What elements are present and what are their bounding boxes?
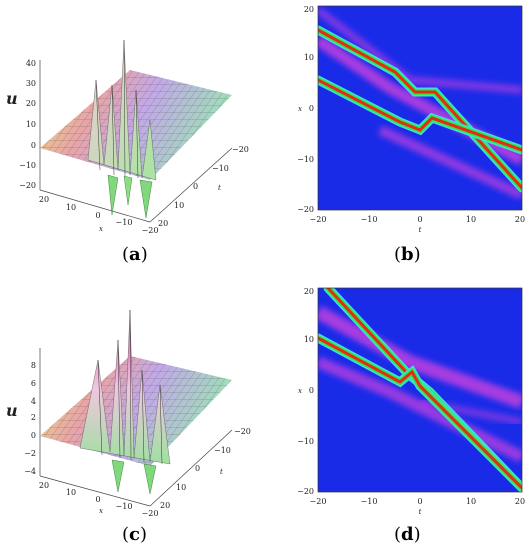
t-tick: −10 [212,164,229,173]
t-tick: 0 [195,464,200,473]
t-axis-letter-a: t [218,184,221,192]
panel-d: −20 −10 0 10 20 t 20 10 0 −10 −20 x [290,282,532,524]
x-ticks-b: −20 −10 0 10 20 [310,215,526,224]
x-axis-letter-c: x [99,507,103,515]
z-tick: −10 [19,161,36,170]
y-axis-label-d: x [298,387,302,395]
caption-a: (a) [122,244,148,265]
t-tick: 20 [160,501,170,510]
z-tick: 40 [26,59,36,68]
z-ticks-c: 8 6 4 2 0 −2 −4 [24,361,36,476]
x-tick: −10 [361,497,378,506]
y-tick: 20 [304,5,314,14]
z-tick: −4 [24,467,36,476]
z-tick: −20 [19,181,36,190]
t-tick: −10 [214,446,231,455]
y-tick: 10 [304,335,314,344]
y-axis-label-b: x [298,105,302,113]
z-tick: −2 [24,449,36,458]
z-axis-label-c: u [6,401,18,420]
y-tick: −20 [297,205,314,214]
panel-a: u 40 30 20 10 0 −10 −20 20 10 0 −10 −20 … [0,0,265,240]
x-tick: 20 [515,215,525,224]
x-tick: −20 [310,497,327,506]
x-tick: −10 [116,218,133,227]
y-ticks-b: 20 10 0 −10 −20 [297,5,314,214]
x-ticks-a: 20 10 0 −10 −20 [39,195,159,235]
y-tick: −10 [297,437,314,446]
x-tick: −20 [310,215,327,224]
y-ticks-d: 20 10 0 −10 −20 [297,287,314,496]
z-tick: 8 [31,361,36,370]
x-tick: 0 [95,495,100,504]
z-tick: 2 [31,413,36,422]
y-tick: 10 [304,53,314,62]
x-tick: 10 [466,215,476,224]
t-tick: 0 [193,182,198,191]
soliton-ridges-b [318,25,522,193]
x-tick: 10 [466,497,476,506]
y-tick: 0 [309,104,314,113]
x-tick: −20 [142,509,159,518]
x-tick: −10 [361,215,378,224]
t-axis-letter-c: t [220,468,223,476]
surface-plot-a: u 40 30 20 10 0 −10 −20 20 10 0 −10 −20 … [6,39,249,235]
z-tick: 4 [31,397,36,406]
t-ticks-a: −20 −10 0 10 20 [158,145,249,228]
density-plot-d: −20 −10 0 10 20 t 20 10 0 −10 −20 x [297,287,526,516]
x-ticks-c: 20 10 0 −10 −20 [39,481,159,518]
z-tick: 6 [31,379,36,388]
caption-b: (b) [394,244,421,265]
y-tick: 20 [304,287,314,296]
x-tick: 10 [66,203,76,212]
caption-c: (c) [122,524,148,545]
z-tick: 10 [26,120,36,129]
x-tick: 20 [515,497,525,506]
x-tick: 0 [417,497,422,506]
x-tick: 20 [39,481,49,490]
x-axis-letter-a: x [99,225,103,233]
t-tick: 10 [174,201,184,210]
x-tick: −20 [142,226,159,235]
t-tick: 10 [176,483,186,492]
y-tick: −20 [297,487,314,496]
z-tick: 0 [31,141,36,150]
surface-plot-c: u 8 6 4 2 0 −2 −4 20 10 0 −10 −20 x −20 … [6,309,251,518]
t-tick: 20 [158,219,168,228]
panel-c: u 8 6 4 2 0 −2 −4 20 10 0 −10 −20 x −20 … [0,280,265,520]
x-axis-label-b: t [419,226,422,234]
soliton-ridges-d [318,288,522,492]
t-tick: −20 [232,145,249,154]
z-tick: 30 [26,79,36,88]
y-tick: −10 [297,155,314,164]
x-ticks-d: −20 −10 0 10 20 [310,497,526,506]
x-tick: 0 [417,215,422,224]
x-tick: 0 [95,211,100,220]
x-tick: −10 [116,502,133,511]
x-axis-label-d: t [419,508,422,516]
caption-d: (d) [394,524,421,545]
x-tick: 10 [66,488,76,497]
y-tick: 0 [309,386,314,395]
t-tick: −20 [234,427,251,436]
t-ticks-c: −20 −10 0 10 20 [160,427,251,510]
z-ticks-a: 40 30 20 10 0 −10 −20 [19,59,36,190]
x-tick: 20 [39,195,49,204]
z-tick: 0 [31,431,36,440]
z-tick: 20 [26,99,36,108]
panel-b: −20 −10 0 10 20 t 20 10 0 −10 −20 x [290,0,532,242]
density-plot-b: −20 −10 0 10 20 t 20 10 0 −10 −20 x [297,5,526,234]
z-axis-label-a: u [6,89,18,108]
